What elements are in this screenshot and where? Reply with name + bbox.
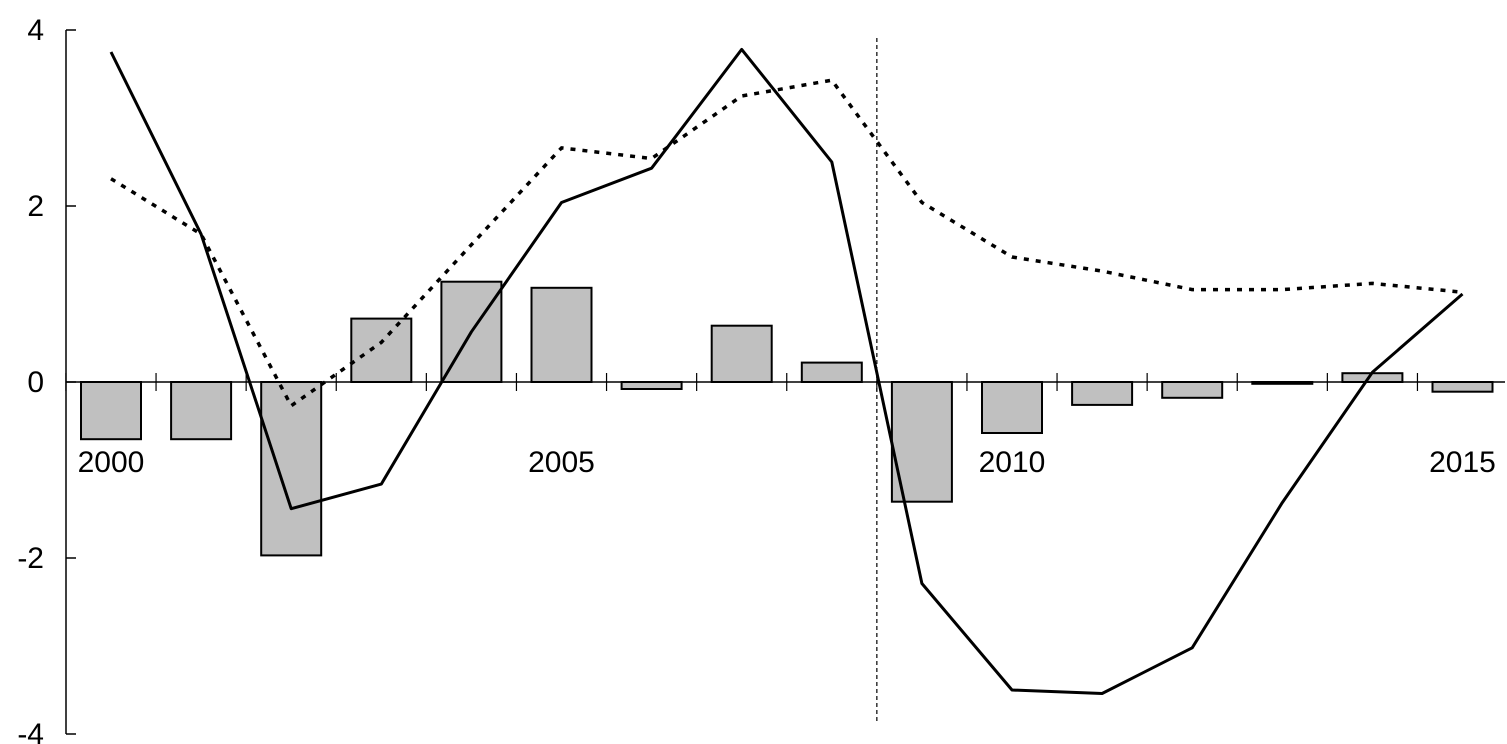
y-tick-label-3: -2: [17, 542, 44, 575]
bar-2007: [712, 326, 772, 382]
y-tick-label-1: 2: [27, 190, 44, 223]
line-series-2-dotted: [111, 80, 1463, 406]
bar-2010: [982, 382, 1042, 433]
bar-2011: [1072, 382, 1132, 405]
y-tick-labels: 4 2 0 -2 -4: [17, 14, 44, 744]
bar-2008: [802, 363, 862, 382]
bar-2003: [351, 319, 411, 382]
bar-series: [81, 282, 1493, 556]
bar-2001: [171, 382, 231, 439]
bar-2015: [1433, 382, 1493, 392]
x-tick-label-2010: 2010: [979, 446, 1046, 479]
x-tick-label-2015: 2015: [1429, 446, 1496, 479]
bar-2005: [532, 288, 592, 382]
bar-2002: [261, 382, 321, 555]
y-tick-label-2: 0: [27, 366, 44, 399]
bar-2012: [1162, 382, 1222, 398]
x-tick-label-2005: 2005: [528, 446, 595, 479]
y-tick-label-4: -4: [17, 718, 44, 744]
axes: [66, 30, 1505, 734]
bar-2006: [622, 382, 682, 389]
bar-2000: [81, 382, 141, 439]
line-series: [111, 49, 1463, 693]
line-series-1-solid: [111, 49, 1463, 693]
x-tick-label-2000: 2000: [78, 446, 145, 479]
y-tick-label-0: 4: [27, 14, 44, 47]
